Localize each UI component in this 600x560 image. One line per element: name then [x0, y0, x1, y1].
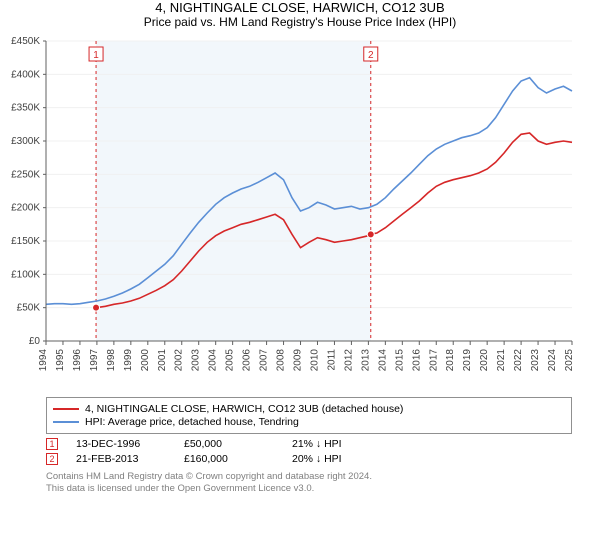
sale-events: 1 13-DEC-1996 £50,000 21% ↓ HPI 2 21-FEB… — [46, 438, 572, 465]
attribution-line: This data is licensed under the Open Gov… — [46, 483, 572, 495]
svg-text:2007: 2007 — [259, 349, 270, 372]
svg-text:1994: 1994 — [38, 349, 49, 372]
svg-text:2023: 2023 — [530, 349, 541, 372]
sale-date: 21-FEB-2013 — [76, 453, 166, 465]
svg-text:£150K: £150K — [11, 236, 40, 247]
svg-text:2020: 2020 — [479, 349, 490, 372]
svg-text:1999: 1999 — [123, 349, 134, 372]
legend-row: 4, NIGHTINGALE CLOSE, HARWICH, CO12 3UB … — [53, 403, 565, 415]
svg-text:1996: 1996 — [72, 349, 83, 372]
svg-text:2016: 2016 — [411, 349, 422, 372]
svg-text:1: 1 — [93, 50, 99, 61]
svg-text:2015: 2015 — [394, 349, 405, 372]
svg-text:2001: 2001 — [157, 349, 168, 372]
attribution: Contains HM Land Registry data © Crown c… — [46, 471, 572, 495]
sale-date: 13-DEC-1996 — [76, 438, 166, 450]
svg-text:2022: 2022 — [513, 349, 524, 372]
legend: 4, NIGHTINGALE CLOSE, HARWICH, CO12 3UB … — [46, 397, 572, 434]
svg-text:1995: 1995 — [55, 349, 66, 372]
sale-price: £160,000 — [184, 453, 274, 465]
svg-text:2018: 2018 — [445, 349, 456, 372]
legend-label-2: HPI: Average price, detached house, Tend… — [85, 416, 299, 428]
chart-subtitle: Price paid vs. HM Land Registry's House … — [0, 15, 600, 29]
sale-row: 1 13-DEC-1996 £50,000 21% ↓ HPI — [46, 438, 572, 450]
svg-text:2006: 2006 — [242, 349, 253, 372]
svg-text:2011: 2011 — [326, 349, 337, 371]
svg-text:1997: 1997 — [89, 349, 100, 372]
svg-text:£50K: £50K — [17, 303, 41, 314]
svg-text:£300K: £300K — [11, 136, 40, 147]
svg-text:2008: 2008 — [276, 349, 287, 372]
svg-text:2002: 2002 — [174, 349, 185, 372]
svg-text:2024: 2024 — [547, 349, 558, 372]
sale-row: 2 21-FEB-2013 £160,000 20% ↓ HPI — [46, 453, 572, 465]
legend-swatch-2 — [53, 421, 79, 423]
svg-text:1998: 1998 — [106, 349, 117, 372]
legend-swatch-1 — [53, 408, 79, 410]
legend-row: HPI: Average price, detached house, Tend… — [53, 416, 565, 428]
svg-text:2003: 2003 — [191, 349, 202, 372]
svg-text:2005: 2005 — [225, 349, 236, 372]
svg-text:£0: £0 — [29, 336, 41, 347]
sale-marker-2: 2 — [46, 453, 58, 465]
attribution-line: Contains HM Land Registry data © Crown c… — [46, 471, 572, 483]
svg-text:2025: 2025 — [564, 349, 575, 372]
legend-label-1: 4, NIGHTINGALE CLOSE, HARWICH, CO12 3UB … — [85, 403, 403, 415]
svg-text:£250K: £250K — [11, 169, 40, 180]
svg-text:2010: 2010 — [309, 349, 320, 372]
chart-container: 4, NIGHTINGALE CLOSE, HARWICH, CO12 3UB … — [0, 0, 600, 560]
svg-text:2000: 2000 — [140, 349, 151, 372]
svg-text:2012: 2012 — [343, 349, 354, 372]
svg-text:£350K: £350K — [11, 103, 40, 114]
svg-text:2021: 2021 — [496, 349, 507, 372]
svg-text:£400K: £400K — [11, 69, 40, 80]
sale-hpi-delta: 21% ↓ HPI — [292, 438, 382, 450]
svg-text:2014: 2014 — [377, 349, 388, 372]
svg-text:£100K: £100K — [11, 269, 40, 280]
sale-hpi-delta: 20% ↓ HPI — [292, 453, 382, 465]
svg-text:2004: 2004 — [208, 349, 219, 372]
line-chart: £0 £50K £100K £150K £200K £250K £300K £350K £400… — [0, 33, 600, 393]
svg-text:2017: 2017 — [428, 349, 439, 372]
svg-text:2019: 2019 — [462, 349, 473, 372]
svg-text:2: 2 — [368, 50, 374, 61]
svg-text:£200K: £200K — [11, 203, 40, 214]
svg-text:2013: 2013 — [360, 349, 371, 372]
sale-price: £50,000 — [184, 438, 274, 450]
svg-text:£450K: £450K — [11, 36, 40, 47]
chart-title: 4, NIGHTINGALE CLOSE, HARWICH, CO12 3UB — [0, 0, 600, 15]
svg-text:2009: 2009 — [293, 349, 304, 372]
sale-marker-1: 1 — [46, 438, 58, 450]
